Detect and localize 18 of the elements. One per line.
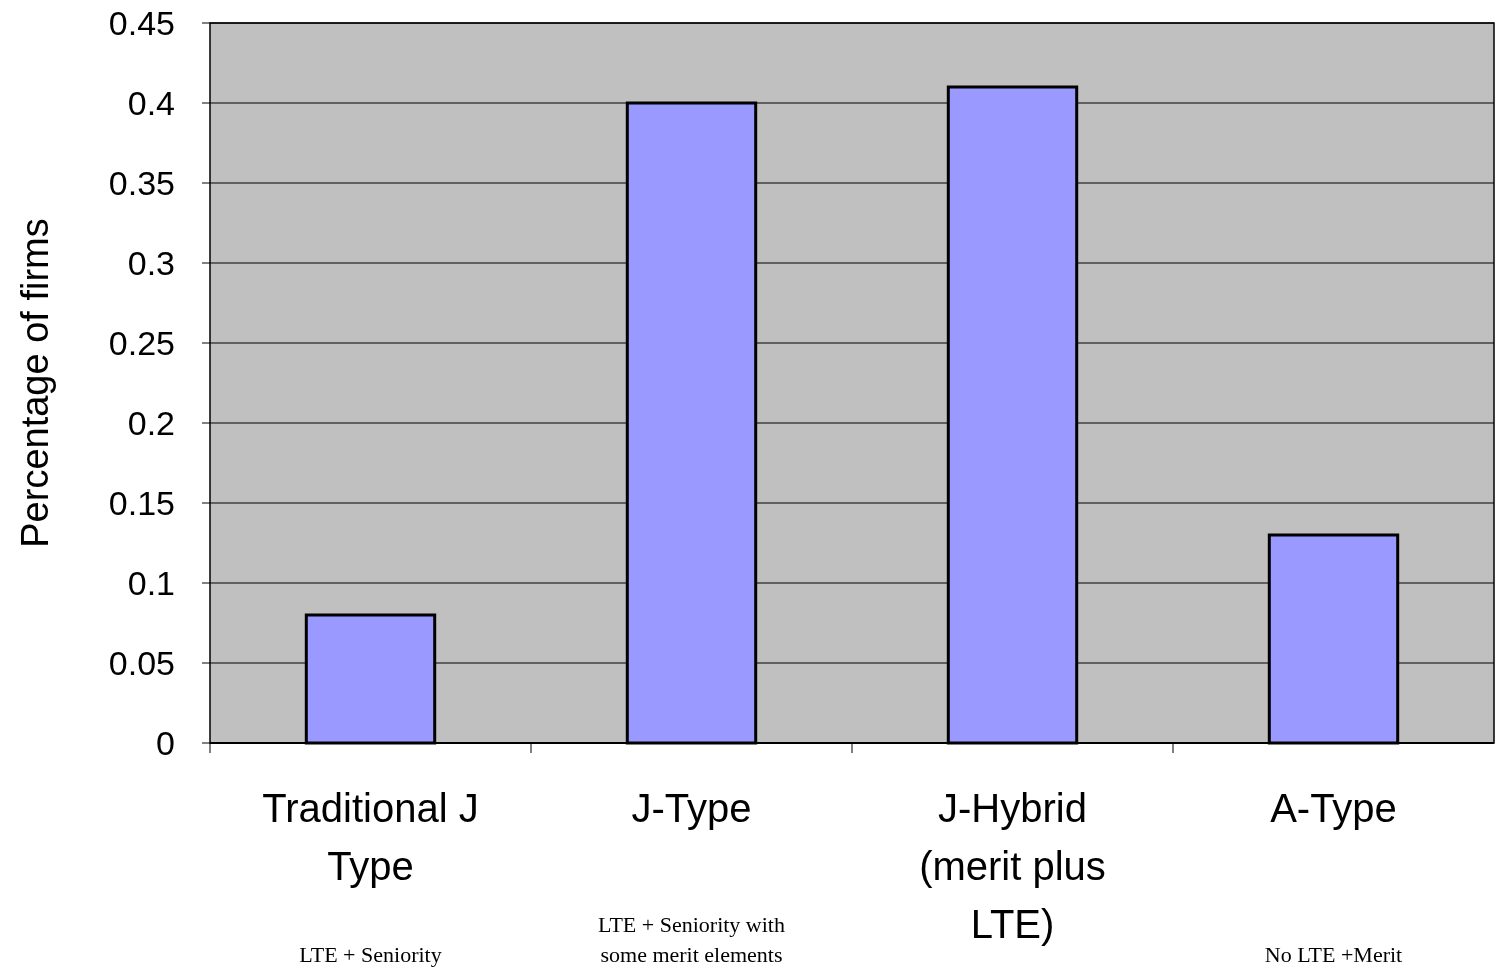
y-tick-label: 0.2 — [127, 403, 175, 442]
y-tick-label: 0.45 — [108, 3, 175, 42]
y-tick-label: 0.35 — [108, 163, 175, 202]
x-tick-label: A-Type — [1270, 786, 1397, 830]
x-tick-label: J-Type — [631, 786, 752, 830]
y-tick-label: 0.05 — [108, 643, 175, 682]
y-tick-label: 0.4 — [127, 83, 175, 122]
text: LTE + Seniority — [299, 942, 442, 967]
y-tick-label: 0.25 — [108, 323, 175, 362]
y-axis-title: Percentage of firms — [14, 218, 56, 548]
y-tick-label: 0.15 — [108, 483, 175, 522]
text: No LTE +Merit — [1264, 942, 1403, 967]
y-tick-label: 0.1 — [127, 563, 175, 602]
y-tick-label: 0 — [156, 723, 175, 762]
y-tick-label: 0.3 — [127, 243, 175, 282]
text: LTE + Seniority with some merit elements — [598, 912, 785, 967]
x-tick-label: J-Hybrid (merit plus LTE) — [919, 786, 1106, 946]
x-tick-label: Traditional J Type — [262, 786, 479, 888]
